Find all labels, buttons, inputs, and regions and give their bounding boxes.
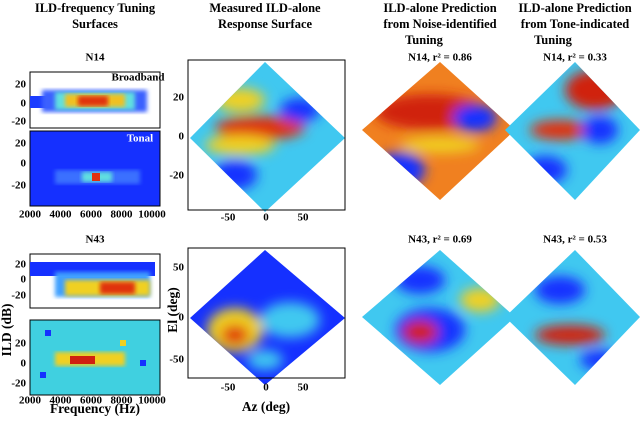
x-tick-label: 50 (298, 212, 310, 224)
column-title: Tuning (534, 33, 573, 47)
y-tick-label: -20 (11, 116, 26, 128)
response-surface (190, 250, 345, 385)
y-tick-label: -20 (11, 378, 26, 390)
panel-label: Tonal (127, 133, 154, 145)
neuron-label: N43 (86, 234, 105, 246)
column-title: Tuning (405, 33, 444, 47)
x-tick-label: -50 (221, 212, 236, 224)
y-tick-label: -20 (11, 290, 26, 302)
tuning-surface: Broadband Tonal (29, 71, 165, 207)
prediction-surface (505, 250, 640, 385)
prediction-surface (362, 250, 515, 385)
prediction-surface (505, 62, 640, 200)
y-tick-label: -20 (169, 170, 184, 182)
column-title: Surfaces (72, 17, 118, 31)
column-title: ILD-frequency Tuning (35, 1, 156, 15)
column-title: ILD-alone Prediction (383, 1, 496, 15)
prediction-label: N43, r² = 0.69 (408, 234, 472, 246)
x-tick-label: 2000 (19, 395, 42, 407)
y-tick-label: 0 (21, 98, 27, 110)
y-tick-label: -20 (11, 180, 26, 192)
y-tick-label: 20 (15, 79, 27, 91)
prediction-surface (362, 62, 515, 200)
axis-label: Az (deg) (242, 399, 290, 414)
y-tick-label: -50 (169, 354, 184, 366)
prediction-label: N43, r² = 0.53 (543, 234, 607, 246)
panel-label: Broadband (112, 72, 165, 84)
x-tick-label: 50 (298, 382, 310, 394)
axes-frame (187, 247, 346, 379)
column-title: from Tone-indicated (521, 17, 630, 31)
response-surface (190, 62, 345, 212)
y-tick-label: 0 (21, 274, 27, 286)
prediction-label: N14, r² = 0.33 (543, 52, 607, 64)
axis-label: El (deg) (165, 287, 180, 332)
x-tick-label: 4000 (50, 395, 73, 407)
tuning-surface (29, 253, 161, 396)
x-tick-label: 10000 (138, 395, 166, 407)
y-tick-label: 20 (15, 138, 27, 150)
x-tick-label: 8000 (111, 395, 134, 407)
prediction-label: N14, r² = 0.86 (408, 52, 472, 64)
y-tick-label: 50 (173, 262, 185, 274)
x-tick-label: 0 (263, 212, 269, 224)
y-tick-label: 0 (179, 131, 185, 143)
x-tick-label: 6000 (80, 209, 103, 221)
x-tick-label: 6000 (80, 395, 103, 407)
x-tick-label: 8000 (111, 209, 134, 221)
column-title: from Noise-identified (383, 17, 496, 31)
x-tick-label: 0 (263, 382, 269, 394)
column-title: Response Surface (218, 17, 313, 31)
column-title: ILD-alone Prediction (518, 1, 631, 15)
y-tick-label: 0 (179, 312, 185, 324)
y-tick-label: 0 (21, 158, 27, 170)
axis-label: Frequency (Hz) (50, 401, 140, 416)
neuron-label: N14 (86, 52, 105, 64)
y-tick-label: 20 (15, 338, 27, 350)
y-tick-label: 20 (173, 92, 185, 104)
x-tick-label: -50 (221, 382, 236, 394)
x-tick-label: 4000 (50, 209, 73, 221)
column-titles: ILD-frequency Tuning Surfaces Measured I… (35, 1, 632, 47)
x-tick-label: 2000 (19, 209, 42, 221)
axes-frame (187, 59, 346, 211)
x-tick-label: 10000 (138, 209, 166, 221)
y-tick-label: 0 (21, 358, 27, 370)
column-title: Measured ILD-alone (209, 1, 321, 15)
y-tick-label: 20 (15, 259, 27, 271)
axis-label: ILD (dB) (0, 304, 14, 357)
